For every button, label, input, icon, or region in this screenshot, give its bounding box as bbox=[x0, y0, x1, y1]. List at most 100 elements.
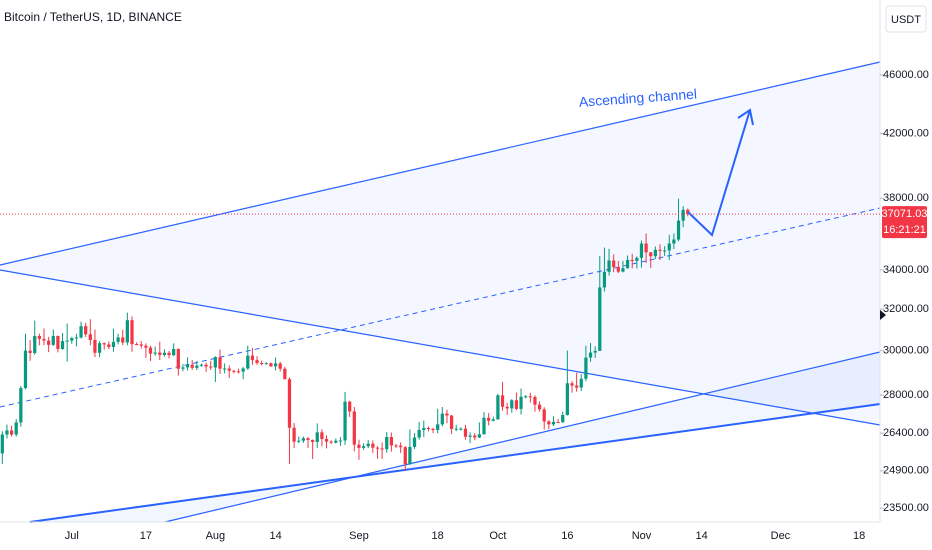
candle-body bbox=[575, 385, 579, 388]
candle-body bbox=[616, 267, 620, 272]
candle-body bbox=[324, 438, 329, 442]
candle-body bbox=[176, 348, 180, 369]
candle-body bbox=[663, 250, 667, 252]
candle-body bbox=[598, 287, 602, 351]
candle-body bbox=[334, 440, 338, 443]
candle-body bbox=[79, 326, 83, 338]
y-tick-label: 28000.00 bbox=[883, 389, 929, 401]
x-tick-label: Jul bbox=[65, 530, 79, 542]
last-price-box bbox=[882, 206, 927, 239]
candle-body bbox=[264, 363, 268, 365]
candle-body bbox=[570, 383, 574, 386]
candle-body bbox=[542, 409, 546, 422]
candle-body bbox=[514, 400, 519, 409]
candle-body bbox=[292, 427, 296, 442]
candle-body bbox=[371, 443, 375, 448]
candle-body bbox=[505, 406, 509, 409]
candle-body bbox=[584, 357, 588, 379]
candle-body bbox=[579, 378, 583, 388]
candle-body bbox=[287, 379, 292, 428]
candle-body bbox=[111, 341, 116, 347]
candle-body bbox=[269, 363, 273, 367]
candle-body bbox=[5, 430, 9, 435]
candle-body bbox=[449, 415, 454, 429]
candle-body bbox=[14, 422, 18, 435]
candle-body bbox=[635, 257, 639, 261]
candle-body bbox=[301, 438, 305, 441]
candle-body bbox=[445, 413, 449, 416]
candle-body bbox=[74, 337, 79, 339]
y-tick-label: 24900.00 bbox=[883, 465, 929, 477]
candle-body bbox=[477, 434, 481, 438]
candle-body bbox=[630, 259, 634, 261]
candle-body bbox=[639, 243, 644, 258]
symbol-header: Bitcoin / TetherUS, 1D, BINANCE bbox=[4, 10, 182, 24]
candle-body bbox=[681, 209, 685, 221]
candles bbox=[0, 198, 690, 471]
candle-body bbox=[487, 417, 491, 421]
candle-body bbox=[422, 427, 426, 430]
x-tick-label: 18 bbox=[432, 530, 444, 542]
candle-body bbox=[125, 320, 129, 343]
candle-body bbox=[602, 271, 607, 288]
candle-body bbox=[190, 364, 194, 368]
candle-body bbox=[195, 365, 199, 368]
candle-body bbox=[51, 335, 55, 345]
candle-body bbox=[121, 337, 125, 343]
candle-body bbox=[88, 334, 92, 340]
candle-body bbox=[148, 347, 153, 354]
candle-body bbox=[366, 443, 370, 447]
mid-channel-line bbox=[0, 207, 881, 408]
axis-marker bbox=[880, 310, 886, 320]
candle-body bbox=[519, 396, 523, 409]
candle-body bbox=[394, 445, 398, 447]
currency[interactable]: USDT bbox=[891, 14, 921, 26]
candle-body bbox=[343, 401, 347, 441]
candle-body bbox=[385, 437, 389, 450]
candle-body bbox=[621, 268, 625, 272]
candle-body bbox=[431, 428, 435, 430]
candle-body bbox=[454, 428, 458, 430]
candle-body bbox=[491, 419, 495, 421]
candle-body bbox=[93, 339, 97, 353]
price-axis bbox=[880, 0, 932, 550]
candle-body bbox=[19, 388, 23, 423]
candle-body bbox=[329, 441, 333, 443]
currency-button[interactable] bbox=[885, 5, 927, 33]
candle-body bbox=[42, 338, 46, 341]
y-tick-label: 26400.00 bbox=[883, 427, 929, 439]
candle-body bbox=[625, 259, 630, 269]
candle-body bbox=[9, 430, 14, 435]
candle-body bbox=[649, 252, 653, 257]
candle-body bbox=[283, 368, 287, 380]
candle-body bbox=[500, 395, 505, 407]
candle-body bbox=[250, 355, 255, 361]
candle-body bbox=[440, 413, 444, 425]
candle-body bbox=[255, 360, 259, 364]
x-tick-label: Oct bbox=[489, 530, 506, 542]
candle-body bbox=[426, 427, 431, 429]
candle-body bbox=[223, 368, 227, 370]
candle-body bbox=[236, 371, 241, 373]
projection-arrow bbox=[687, 109, 751, 237]
candle-body bbox=[686, 209, 690, 215]
candle-body bbox=[588, 352, 593, 358]
candle-body bbox=[352, 411, 356, 445]
candle-body bbox=[459, 428, 463, 430]
candle-body bbox=[232, 370, 236, 372]
candle-body bbox=[218, 357, 222, 369]
rising-line bbox=[164, 351, 881, 523]
candle-body bbox=[436, 424, 440, 430]
candle-body bbox=[537, 404, 542, 410]
countdown: 16:21:21 bbox=[883, 224, 926, 236]
candle-body bbox=[246, 355, 250, 369]
descending-line bbox=[0, 269, 881, 426]
x-tick-label: Nov bbox=[632, 530, 652, 542]
candle-body bbox=[389, 437, 393, 446]
candle-body bbox=[607, 260, 611, 272]
candle-body bbox=[403, 447, 407, 465]
candle-body bbox=[644, 243, 648, 253]
candle-body bbox=[204, 364, 208, 367]
candle-body bbox=[468, 435, 472, 437]
